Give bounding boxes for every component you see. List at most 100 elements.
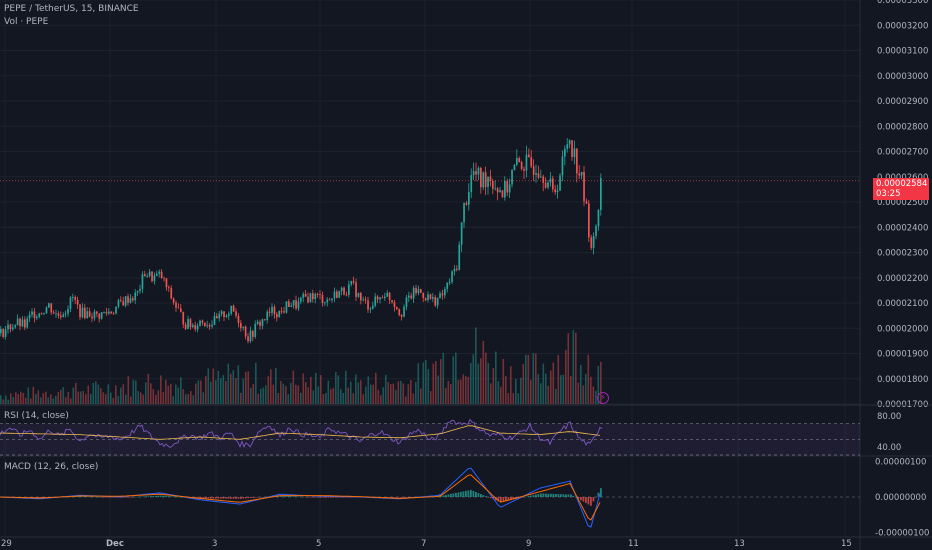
volume-bar <box>590 376 592 404</box>
y-tick-label: 0.00002200 <box>877 274 928 284</box>
macd-histogram-bar <box>442 495 445 497</box>
candle-body <box>189 319 192 328</box>
macd-histogram-bar <box>230 497 232 499</box>
volume-bar <box>452 356 455 404</box>
volume-bar <box>192 395 195 404</box>
candle-body <box>144 274 146 277</box>
candle-body <box>160 271 163 278</box>
volume-bar <box>125 394 127 404</box>
candle-body <box>256 321 259 325</box>
macd-histogram-bar <box>297 496 300 498</box>
volume-bar <box>140 392 142 404</box>
volume-bar <box>47 397 50 404</box>
volume-bar <box>470 362 472 404</box>
volume-bar <box>152 389 155 404</box>
volume-bar <box>430 391 432 404</box>
macd-histogram-bar <box>175 496 177 498</box>
candle-body <box>576 148 578 174</box>
candle-body <box>244 326 247 337</box>
macd-histogram-bar <box>470 489 472 497</box>
macd-histogram-bar <box>445 494 447 497</box>
volume-legend[interactable]: Vol · PEPE <box>4 17 49 27</box>
volume-bar <box>340 389 342 404</box>
macd-histogram-bar <box>342 497 345 498</box>
lightning-alert-icon[interactable]: ⚡ <box>597 392 609 404</box>
macd-histogram-bar <box>222 497 225 499</box>
volume-bar <box>592 386 595 404</box>
candle-body <box>304 293 307 297</box>
volume-bar <box>30 398 32 404</box>
rsi-ma-line <box>0 425 601 440</box>
macd-histogram-bar <box>595 497 597 498</box>
volume-bar <box>142 394 145 404</box>
macd-histogram-bar <box>75 496 77 497</box>
candle-body <box>369 308 372 310</box>
macd-histogram-bar <box>585 497 587 504</box>
candle-body <box>343 287 345 295</box>
candle-body <box>76 299 79 305</box>
volume-bar <box>367 376 370 404</box>
volume-bar <box>565 350 567 404</box>
macd-histogram-bar <box>317 497 320 498</box>
y-tick-label: 0.00002500 <box>877 198 928 208</box>
candle-body <box>268 311 271 313</box>
candle-body <box>542 176 545 183</box>
candle-body <box>424 298 427 301</box>
candle-body <box>12 327 14 330</box>
volume-bar <box>570 376 572 404</box>
macd-histogram-bar <box>407 497 410 498</box>
candle-body <box>93 311 96 319</box>
volume-bar <box>300 392 302 404</box>
volume-bar <box>442 352 445 404</box>
volume-bar <box>175 384 177 404</box>
candle-body <box>316 293 319 295</box>
volume-bar <box>67 391 70 404</box>
candle-body <box>14 325 17 328</box>
volume-bar <box>272 384 275 404</box>
volume-bar <box>185 394 187 404</box>
candle-body <box>360 293 362 301</box>
macd-histogram-bar <box>582 497 585 502</box>
macd-histogram-bar <box>137 496 140 498</box>
macd-histogram-bar <box>465 490 467 497</box>
macd-histogram-bar <box>447 494 450 497</box>
candle-body <box>105 311 108 314</box>
candle-body <box>384 296 386 299</box>
volume-bar <box>132 379 135 404</box>
volume-bar <box>575 332 577 404</box>
volume-bar <box>525 354 527 404</box>
volume-bar <box>567 333 570 404</box>
candle-body <box>528 154 530 158</box>
volume-bar <box>52 398 55 404</box>
volume-bar <box>120 387 122 404</box>
candle-body <box>122 301 125 306</box>
volume-bar <box>290 382 292 404</box>
volume-bar <box>12 397 15 404</box>
macd-tick-label: 0.00000100 <box>875 458 926 468</box>
macd-histogram-bar <box>410 497 412 498</box>
volume-bar <box>262 387 265 404</box>
macd-histogram-bar <box>400 497 402 498</box>
macd-histogram-bar <box>567 494 570 497</box>
macd-histogram-bar <box>502 497 505 502</box>
volume-bar <box>445 387 447 404</box>
rsi-legend[interactable]: RSI (14, close) <box>4 411 69 421</box>
volume-bar <box>327 380 330 404</box>
volume-bar <box>60 389 62 404</box>
volume-bar <box>37 390 40 404</box>
volume-bar <box>560 375 562 404</box>
symbol-title[interactable]: PEPE / TetherUS, 15, BINANCE <box>4 4 139 14</box>
volume-bar <box>312 390 315 404</box>
candle-body <box>261 319 264 326</box>
volume-bar <box>392 383 395 404</box>
macd-histogram-bar <box>440 495 442 497</box>
macd-histogram-bar <box>312 497 315 498</box>
volume-bar <box>405 396 407 404</box>
candle-body <box>345 294 348 296</box>
candle-body <box>439 293 441 299</box>
candle-body <box>177 307 180 309</box>
macd-legend[interactable]: MACD (12, 26, close) <box>4 462 99 472</box>
candle-body <box>362 299 365 301</box>
candle-body <box>266 311 269 320</box>
